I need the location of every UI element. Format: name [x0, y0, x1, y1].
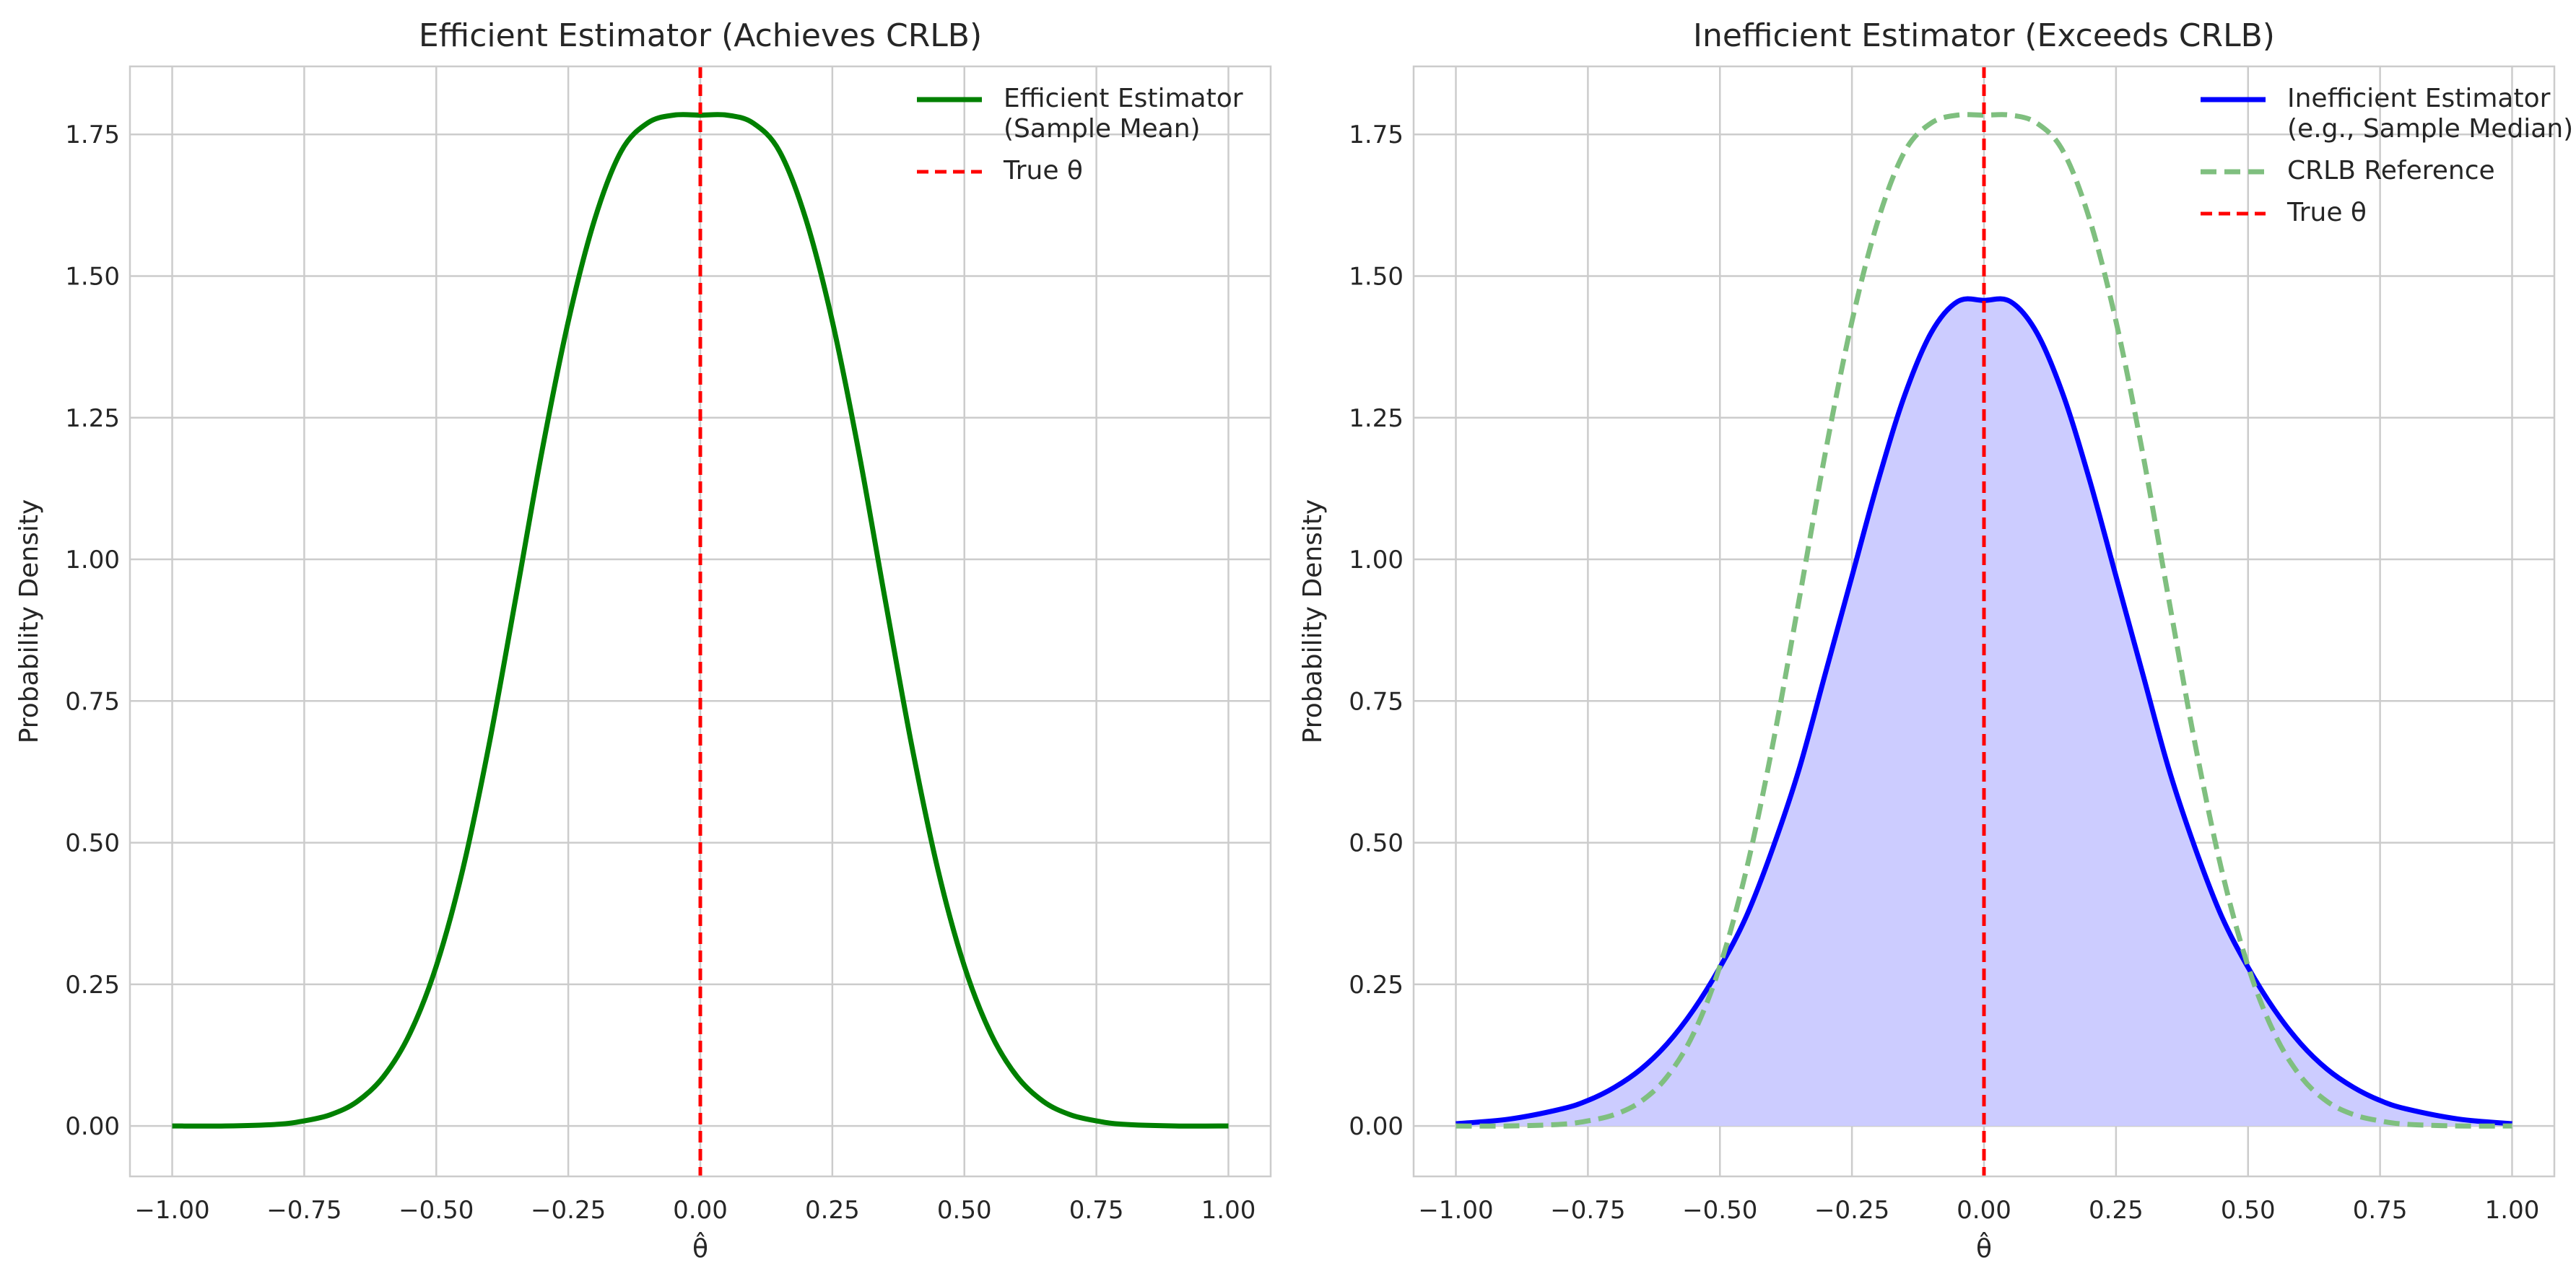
- chart-title: Efficient Estimator (Achieves CRLB): [419, 17, 982, 54]
- x-tick-label: 1.00: [2485, 1196, 2540, 1225]
- y-tick-label: 1.50: [65, 262, 120, 291]
- x-tick-label: −0.25: [1814, 1196, 1889, 1225]
- x-tick-label: 0.50: [937, 1196, 992, 1225]
- x-tick-label: −0.25: [531, 1196, 606, 1225]
- legend-label-line: True θ: [2286, 198, 2367, 227]
- x-tick-label: 0.00: [1957, 1196, 2011, 1225]
- legend: Inefficient Estimator (e.g., Sample Media…: [2201, 84, 2573, 227]
- legend-label-1: CRLB Reference: [2287, 156, 2495, 185]
- axes-frame: [1412, 65, 2556, 1178]
- y-tick-label: 1.25: [65, 404, 120, 433]
- y-tick-label: 1.00: [65, 546, 120, 574]
- y-tick-label: 1.00: [1349, 546, 1404, 574]
- y-tick-label: 0.50: [1349, 829, 1404, 858]
- x-tick-label: 0.00: [673, 1196, 728, 1225]
- x-tick-label: −1.00: [134, 1196, 209, 1225]
- legend-label-line: CRLB Reference: [2287, 156, 2495, 185]
- legend-label-line: (e.g., Sample Median): [2287, 114, 2573, 144]
- x-tick-label: −0.75: [1550, 1196, 1625, 1225]
- x-tick-label: 0.75: [2353, 1196, 2408, 1225]
- y-tick-label: 0.50: [65, 829, 120, 858]
- series-fill-area: [1455, 300, 2512, 1127]
- y-tick-label: 1.75: [65, 121, 120, 149]
- x-tick-label: 0.25: [805, 1196, 860, 1225]
- y-tick-label: 0.00: [65, 1112, 120, 1141]
- x-tick-label: −1.00: [1418, 1196, 1493, 1225]
- legend-label-1: True θ: [1003, 156, 1083, 185]
- x-tick-label: −0.50: [399, 1196, 474, 1225]
- chart-panel-2: −1.00 −0.75 −0.50 −0.25 0.00 0.25 0.50 0.75 1.00…: [1298, 17, 2573, 1264]
- y-tick-label: 0.75: [1349, 687, 1404, 716]
- x-tick-label: −0.75: [266, 1196, 341, 1225]
- x-axis-label: θ̂: [692, 1231, 708, 1264]
- x-tick-label: −0.50: [1682, 1196, 1757, 1225]
- y-tick-label: 0.00: [1349, 1112, 1404, 1141]
- legend-label-line: True θ: [1003, 156, 1083, 185]
- series-line-0: [172, 112, 1229, 1129]
- y-axis-label: Probability Density: [1298, 499, 1328, 744]
- x-tick-label: 0.25: [2089, 1196, 2144, 1225]
- legend-label-line: Efficient Estimator: [1004, 84, 1243, 113]
- legend-label-2: True θ: [2286, 198, 2367, 227]
- x-axis-label: θ̂: [1976, 1231, 1992, 1264]
- legend-label-0: Inefficient Estimator (e.g., Sample Media…: [2287, 84, 2573, 144]
- x-tick-label: 0.75: [1069, 1196, 1124, 1225]
- legend-label-line: (Sample Mean): [1004, 114, 1201, 144]
- legend-label-line: Inefficient Estimator: [2287, 84, 2551, 113]
- y-tick-label: 1.50: [1349, 262, 1404, 291]
- y-tick-label: 0.75: [65, 687, 120, 716]
- x-tick-label: 1.00: [1201, 1196, 1256, 1225]
- series-line-0: [1455, 296, 2512, 1127]
- legend: Efficient Estimator (Sample Mean) True θ: [917, 84, 1243, 185]
- chart-title: Inefficient Estimator (Exceeds CRLB): [1693, 17, 2275, 54]
- y-tick-label: 0.25: [1349, 971, 1404, 1000]
- y-tick-label: 1.75: [1349, 121, 1404, 149]
- x-tick-label: 0.50: [2221, 1196, 2276, 1225]
- series-line-1: [1455, 112, 2512, 1129]
- chart-panel-1: −1.00 −0.75 −0.50 −0.25 0.00 0.25 0.50 0.75 1.00…: [14, 17, 1272, 1264]
- y-tick-label: 0.25: [65, 971, 120, 1000]
- legend-label-0: Efficient Estimator (Sample Mean): [1004, 84, 1243, 144]
- axes-frame: [129, 65, 1272, 1178]
- y-axis-label: Probability Density: [14, 499, 44, 744]
- y-tick-label: 1.25: [1349, 404, 1404, 433]
